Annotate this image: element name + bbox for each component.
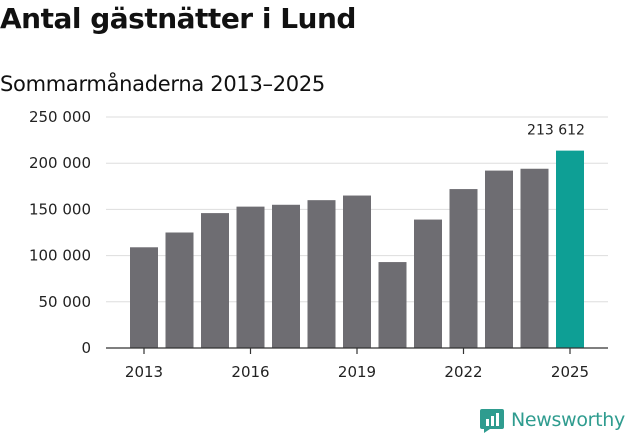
data-label: 213 612 (527, 123, 585, 139)
y-tick-label: 200 000 (29, 154, 91, 172)
x-tick-label: 2025 (551, 363, 589, 381)
bar-2016 (236, 206, 265, 348)
bar-2025 (556, 150, 584, 348)
logo-text: Newsworthy (510, 409, 625, 431)
chart-title: Antal gästnätter i Lund (0, 2, 356, 35)
x-tick-label: 2013 (125, 363, 163, 381)
x-tick-label: 2019 (338, 363, 376, 381)
bar-2013 (130, 247, 158, 348)
bars (130, 150, 584, 348)
y-tick-label: 0 (81, 339, 91, 357)
bar-2020 (378, 262, 407, 348)
newsworthy-chart-icon (479, 409, 504, 433)
x-tick-label: 2022 (444, 363, 482, 381)
y-tick-label: 100 000 (29, 247, 91, 265)
y-tick-label: 250 000 (29, 108, 91, 126)
bar-2023 (485, 170, 513, 348)
bar-2015 (201, 213, 229, 348)
bar-2019 (343, 195, 371, 348)
bar-2024 (520, 168, 549, 348)
bar-2014 (165, 232, 194, 348)
bar-2018 (307, 200, 336, 348)
x-tick-label: 2016 (231, 363, 269, 381)
x-axis: 2013 2016 2019 2022 2025 (106, 347, 608, 381)
newsworthy-logo: Newsworthy (479, 407, 625, 433)
y-axis-ticks: 0 50 000 100 000 150 000 200 000 250 000 (29, 108, 91, 357)
y-tick-label: 50 000 (39, 293, 92, 311)
data-labels: 213 612 (527, 123, 585, 139)
bar-2021 (414, 219, 442, 348)
y-tick-label: 150 000 (29, 200, 91, 218)
bar-2022 (449, 189, 478, 348)
bar-2017 (272, 204, 300, 348)
chart-subtitle: Sommarmånaderna 2013–2025 (0, 72, 325, 96)
